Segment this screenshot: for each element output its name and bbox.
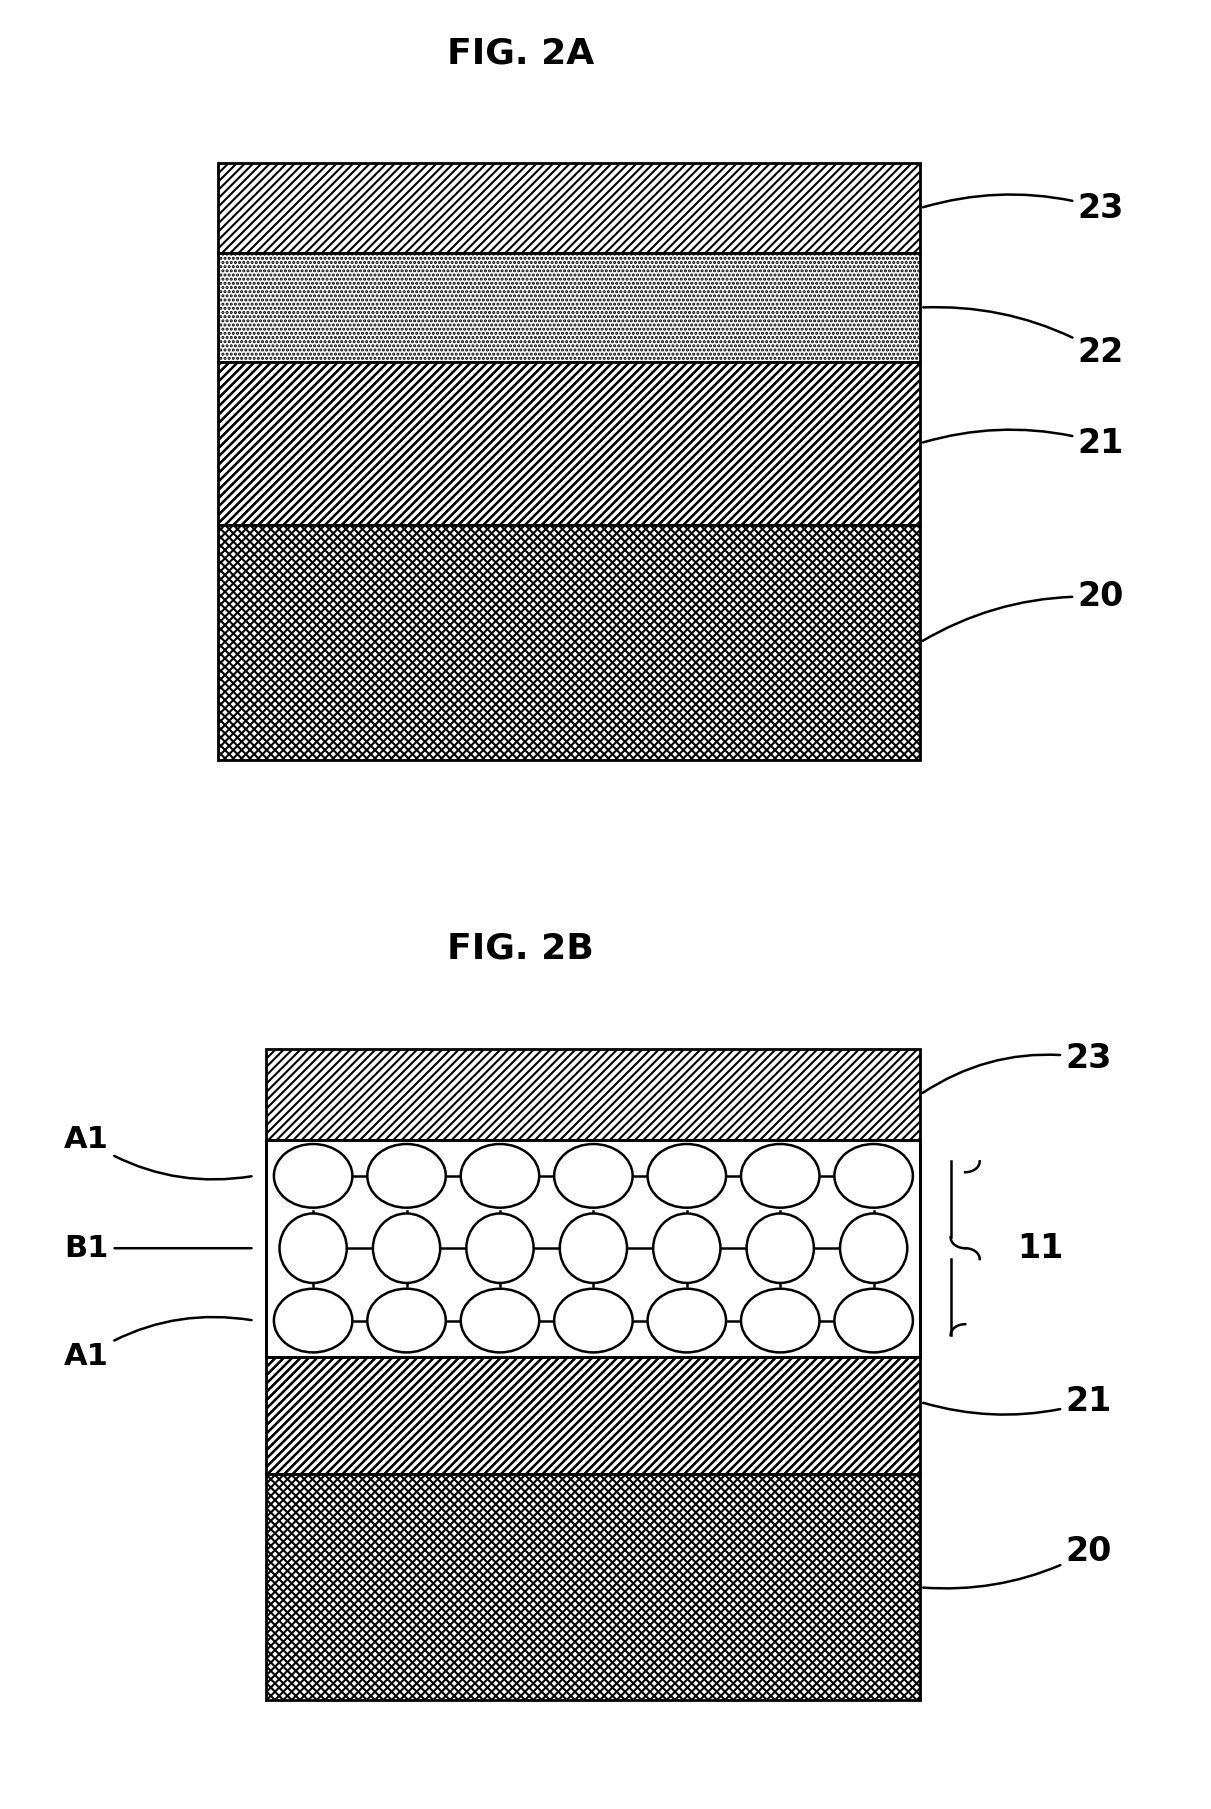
Ellipse shape <box>466 1214 534 1283</box>
Bar <box>266 1049 920 1140</box>
Ellipse shape <box>373 1214 440 1283</box>
Bar <box>266 1474 920 1700</box>
Ellipse shape <box>280 1214 346 1283</box>
Text: 22: 22 <box>923 308 1124 369</box>
Ellipse shape <box>555 1143 632 1208</box>
Ellipse shape <box>653 1214 721 1283</box>
Ellipse shape <box>741 1288 820 1353</box>
Text: 23: 23 <box>923 1042 1112 1093</box>
Ellipse shape <box>741 1143 820 1208</box>
Ellipse shape <box>747 1214 814 1283</box>
Ellipse shape <box>559 1214 627 1283</box>
Text: 20: 20 <box>923 1534 1112 1588</box>
Bar <box>218 362 920 525</box>
Bar <box>218 525 920 760</box>
Bar <box>218 253 920 362</box>
Bar <box>266 1330 920 1474</box>
Bar <box>218 362 920 525</box>
Text: 11: 11 <box>1017 1232 1063 1264</box>
Bar <box>266 1140 920 1357</box>
Ellipse shape <box>648 1288 727 1353</box>
Ellipse shape <box>840 1214 907 1283</box>
Bar <box>266 1330 920 1474</box>
Bar <box>266 1330 920 1474</box>
Text: 21: 21 <box>923 427 1124 459</box>
Ellipse shape <box>834 1288 913 1353</box>
Ellipse shape <box>555 1288 632 1353</box>
Bar <box>266 1140 920 1357</box>
Text: FIG. 2A: FIG. 2A <box>447 36 595 71</box>
Text: 21: 21 <box>923 1386 1112 1418</box>
Ellipse shape <box>460 1143 539 1208</box>
Ellipse shape <box>367 1143 446 1208</box>
Ellipse shape <box>460 1288 539 1353</box>
Ellipse shape <box>274 1143 352 1208</box>
Text: 23: 23 <box>923 192 1124 224</box>
Text: FIG. 2B: FIG. 2B <box>447 932 595 966</box>
Bar <box>218 525 920 760</box>
Bar <box>218 362 920 525</box>
Text: 20: 20 <box>923 581 1124 640</box>
Ellipse shape <box>274 1288 352 1353</box>
Bar <box>266 1474 920 1700</box>
Text: A1: A1 <box>64 1125 252 1179</box>
Ellipse shape <box>648 1143 727 1208</box>
Ellipse shape <box>834 1143 913 1208</box>
Ellipse shape <box>367 1288 446 1353</box>
Text: B1: B1 <box>64 1234 252 1263</box>
Text: A1: A1 <box>64 1317 252 1371</box>
Bar <box>218 163 920 253</box>
